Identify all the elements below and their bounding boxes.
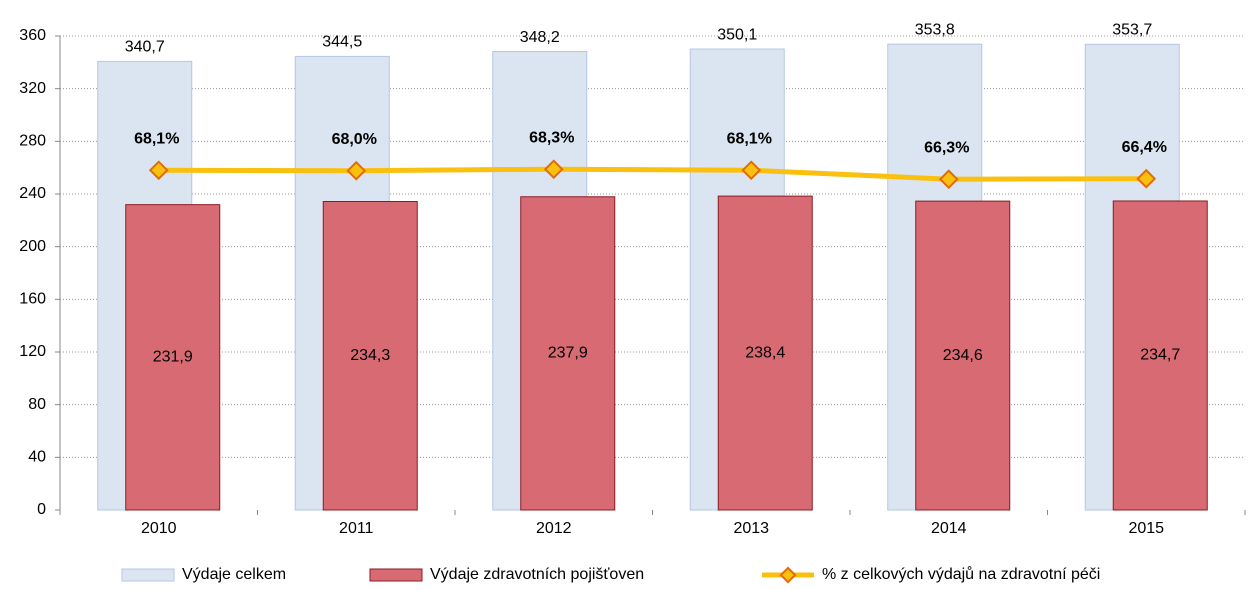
y-tick-label: 240 bbox=[19, 185, 46, 202]
data-label: 340,7 bbox=[125, 39, 165, 56]
y-tick-label: 40 bbox=[28, 449, 46, 466]
data-label: 234,3 bbox=[350, 347, 390, 364]
data-label: 68,1% bbox=[134, 130, 179, 147]
bar bbox=[322, 201, 418, 511]
x-tick-label: 2014 bbox=[931, 520, 967, 537]
marker bbox=[148, 160, 169, 181]
x-tick-label: 2013 bbox=[733, 520, 769, 537]
legend-swatch bbox=[779, 566, 797, 584]
data-label: 353,7 bbox=[1112, 22, 1152, 39]
marker bbox=[741, 160, 762, 181]
line bbox=[158, 166, 1147, 182]
bar bbox=[717, 195, 813, 511]
marker bbox=[938, 169, 959, 190]
y-tick-label: 200 bbox=[19, 238, 46, 255]
y-tick-label: 80 bbox=[28, 396, 46, 413]
x-tick-label: 2010 bbox=[141, 520, 177, 537]
legend-label: Výdaje zdravotních pojišťoven bbox=[430, 566, 644, 583]
legend-swatch bbox=[121, 568, 175, 582]
legend-label: % z celkových výdajů na zdravotní péči bbox=[822, 565, 1100, 583]
y-tick-label: 120 bbox=[19, 343, 46, 360]
data-label: 238,4 bbox=[745, 344, 785, 361]
legend-swatch bbox=[369, 568, 423, 582]
bar bbox=[1112, 200, 1208, 511]
bar bbox=[125, 204, 221, 511]
data-label: 234,6 bbox=[943, 347, 983, 364]
y-tick-label: 280 bbox=[19, 133, 46, 150]
data-label: 68,3% bbox=[529, 129, 574, 146]
data-label: 68,0% bbox=[332, 131, 377, 148]
data-label: 237,9 bbox=[548, 345, 588, 362]
data-label: 234,7 bbox=[1140, 347, 1180, 364]
data-label: 66,3% bbox=[924, 139, 969, 156]
data-label: 68,1% bbox=[727, 130, 772, 147]
marker bbox=[346, 160, 367, 181]
data-label: 348,2 bbox=[520, 29, 560, 46]
y-tick-label: 160 bbox=[19, 291, 46, 308]
data-label: 344,5 bbox=[322, 34, 362, 51]
y-tick-label: 0 bbox=[37, 501, 46, 518]
data-label: 353,8 bbox=[915, 21, 955, 38]
y-tick-label: 360 bbox=[19, 27, 46, 44]
data-label: 231,9 bbox=[153, 349, 193, 366]
marker bbox=[543, 159, 564, 180]
bar bbox=[520, 196, 616, 511]
data-label: 66,4% bbox=[1122, 139, 1167, 156]
legend-label: Výdaje celkem bbox=[182, 566, 286, 583]
x-tick-label: 2015 bbox=[1128, 520, 1164, 537]
data-label: 350,1 bbox=[717, 26, 757, 43]
bar bbox=[915, 200, 1011, 511]
x-tick-label: 2011 bbox=[339, 520, 374, 537]
marker bbox=[1136, 168, 1157, 189]
x-tick-label: 2012 bbox=[536, 520, 572, 537]
y-tick-label: 320 bbox=[19, 80, 46, 97]
